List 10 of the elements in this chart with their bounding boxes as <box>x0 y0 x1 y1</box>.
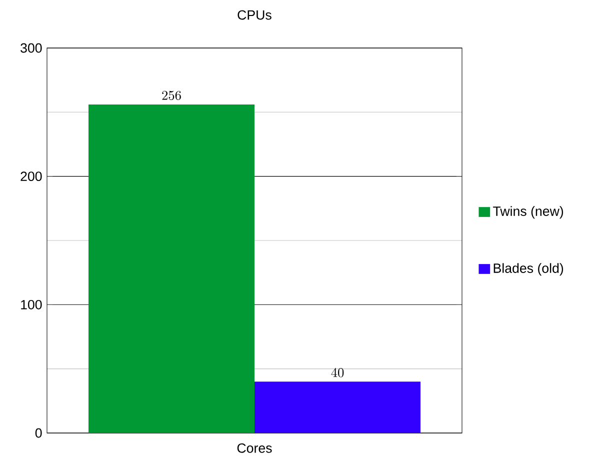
legend-label: Twins (new) <box>493 206 564 219</box>
y-tick-label: 0 <box>35 428 42 438</box>
y-tick-label: 300 <box>20 43 42 53</box>
y-tick-label: 200 <box>20 172 42 182</box>
data-label: 40 <box>331 368 344 378</box>
x-tick-label: Cores <box>237 443 272 453</box>
chart-title: CPUs <box>238 10 272 20</box>
data-label: 256 <box>162 90 181 100</box>
legend-label: Blades (old) <box>494 263 564 276</box>
y-tick-label: 100 <box>21 300 42 310</box>
